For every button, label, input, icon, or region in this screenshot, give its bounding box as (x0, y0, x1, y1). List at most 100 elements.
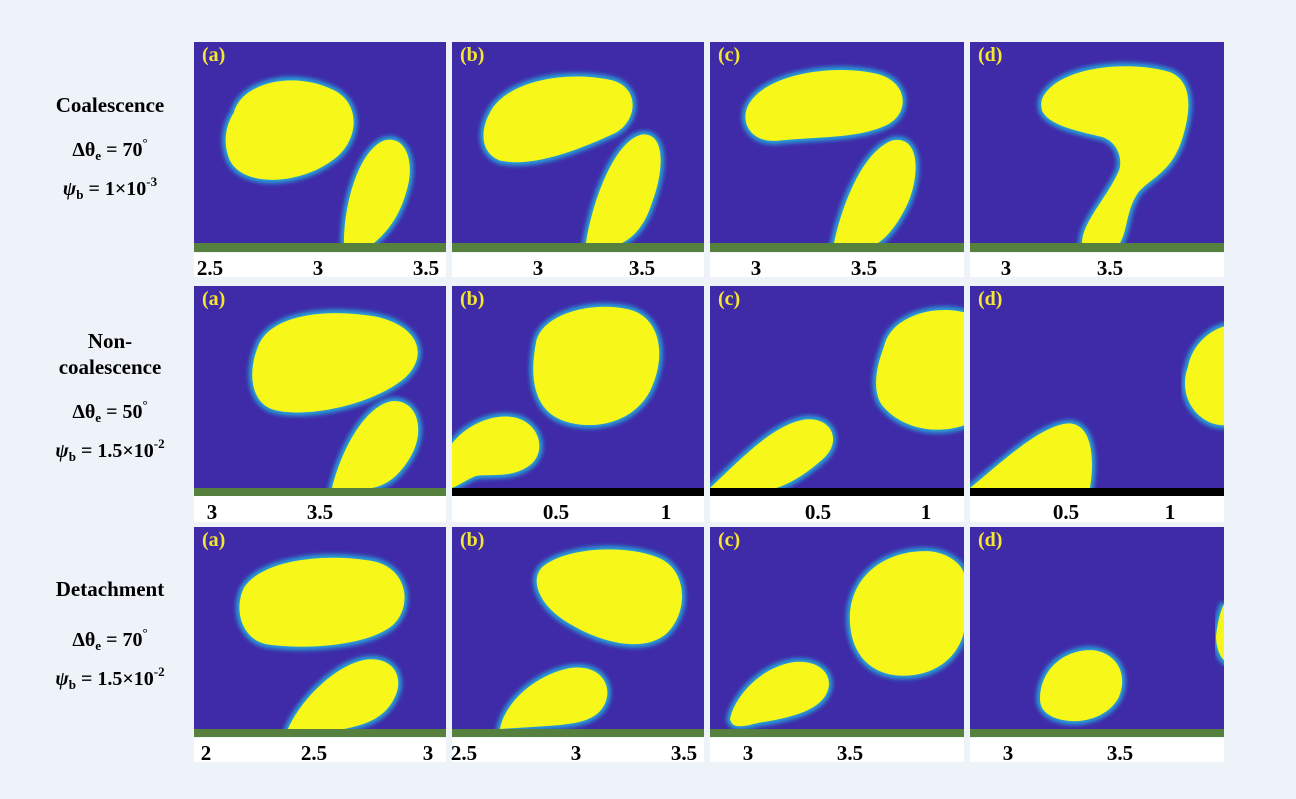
phase-field-plot (194, 527, 446, 737)
droplet (500, 667, 608, 729)
row-param-psi: ψb = 1×10-3 (62, 174, 158, 202)
x-tick-label: 3 (422, 741, 434, 765)
droplet (483, 76, 633, 163)
x-tick-label: 3 (312, 256, 324, 280)
row-label-coalescence: Coalescence Δθe = 70° ψb = 1×10-3 (22, 92, 198, 208)
x-tick-label: 2.5 (300, 741, 328, 765)
droplet (745, 70, 903, 141)
x-axis-strip: 3 3.5 (452, 253, 704, 280)
x-tick-label: 3.5 (670, 741, 698, 765)
phase-field-plot (710, 527, 964, 737)
row-label-non-coalescence: Non- coalescence Δθe = 50° ψb = 1.5×10-2 (22, 328, 198, 470)
x-tick-label: 3 (750, 256, 762, 280)
droplet (849, 551, 964, 676)
x-tick-label: 2.5 (196, 256, 224, 280)
droplet (876, 310, 964, 430)
panel-letter: (a) (202, 288, 226, 310)
simulation-panel: (a) (194, 527, 446, 737)
phase-field-plot (452, 527, 704, 737)
x-tick-label: 3.5 (628, 256, 656, 280)
droplet (533, 306, 660, 426)
simulation-panel: (d) (970, 527, 1224, 737)
x-tick-label: 3 (742, 741, 754, 765)
panel-letter: (a) (202, 44, 226, 66)
x-axis-strip: 2 2.5 3 (194, 738, 446, 765)
phase-field-plot (452, 286, 704, 496)
row-label-detachment: Detachment Δθe = 70° ψb = 1.5×10-2 (22, 576, 198, 698)
x-tick-label: 3 (1002, 741, 1014, 765)
panel-letter: (b) (460, 529, 485, 551)
x-tick-label: 2 (200, 741, 212, 765)
x-tick-label: 3 (570, 741, 582, 765)
solid-wall (194, 729, 446, 737)
x-tick-label: 3.5 (1106, 741, 1134, 765)
droplet (344, 139, 410, 243)
phase-field-plot (710, 286, 964, 496)
droplet (1184, 326, 1224, 426)
panel-letter: (b) (460, 288, 485, 310)
solid-wall (710, 488, 964, 496)
phase-field-plot (970, 527, 1224, 737)
x-axis-strip: 3 3.5 (970, 738, 1224, 765)
x-axis-strip: 3 3.5 (194, 496, 446, 524)
solid-wall (452, 243, 704, 252)
x-tick-label: 2.5 (450, 741, 478, 765)
droplet (452, 416, 540, 488)
solid-wall (194, 243, 446, 252)
x-tick-label: 3 (206, 500, 218, 524)
x-tick-label: 3.5 (836, 741, 864, 765)
phase-field-plot (452, 42, 704, 252)
panel-letter: (d) (978, 44, 1003, 66)
x-tick-label: 0.5 (804, 500, 832, 524)
panel-letter: (a) (202, 529, 226, 551)
simulation-panel: (b) (452, 286, 704, 496)
droplet (710, 419, 834, 488)
x-axis-strip: 2.5 3 3.5 (451, 738, 704, 765)
x-tick-label: 1 (660, 500, 672, 524)
simulation-panel: (c) (710, 527, 964, 737)
droplet (1216, 603, 1224, 661)
simulation-panel: (b) (452, 527, 704, 737)
droplet (225, 80, 354, 180)
panel-letter: (c) (718, 288, 741, 310)
solid-wall (970, 488, 1224, 496)
droplet (834, 139, 916, 243)
panel-letter: (d) (978, 288, 1003, 310)
x-axis-strip: 3 3.5 (710, 738, 964, 765)
phase-field-plot (970, 286, 1224, 496)
droplet (288, 659, 399, 729)
droplet (1041, 66, 1189, 244)
panel-letter: (d) (978, 529, 1003, 551)
droplet (239, 557, 405, 647)
simulation-panel: (d) (970, 42, 1224, 252)
simulation-panel: (b) (452, 42, 704, 252)
row-param-psi: ψb = 1.5×10-2 (55, 664, 165, 692)
x-axis-strip: 3 3.5 (970, 253, 1224, 280)
droplet (536, 549, 683, 645)
x-axis-strip: 0.5 1 (452, 496, 704, 524)
x-tick-label: 3.5 (306, 500, 334, 524)
row-param-contact-angle: Δθe = 70° (72, 135, 148, 163)
x-tick-label: 3 (1000, 256, 1012, 280)
panel-letter: (c) (718, 44, 741, 66)
row-title: Detachment (55, 577, 165, 601)
x-axis-strip: 0.5 1 (710, 496, 964, 524)
row-param-psi: ψb = 1.5×10-2 (55, 436, 165, 464)
simulation-panel: (c) (710, 286, 964, 496)
solid-wall (194, 488, 446, 496)
droplet (1040, 650, 1123, 722)
x-axis-strip: 2.5 3 3.5 (194, 253, 446, 280)
row-title: Non- coalescence (58, 329, 162, 379)
x-tick-label: 3.5 (850, 256, 878, 280)
x-axis-strip: 0.5 1 (970, 496, 1224, 524)
phase-field-plot (194, 42, 446, 252)
row-title: Coalescence (55, 93, 165, 117)
droplet (252, 313, 418, 413)
row-param-contact-angle: Δθe = 50° (72, 397, 148, 425)
x-tick-label: 1 (920, 500, 932, 524)
x-tick-label: 3.5 (412, 256, 440, 280)
solid-wall (452, 729, 704, 737)
solid-wall (710, 729, 964, 737)
droplet (970, 423, 1092, 488)
phase-field-plot (194, 286, 446, 496)
